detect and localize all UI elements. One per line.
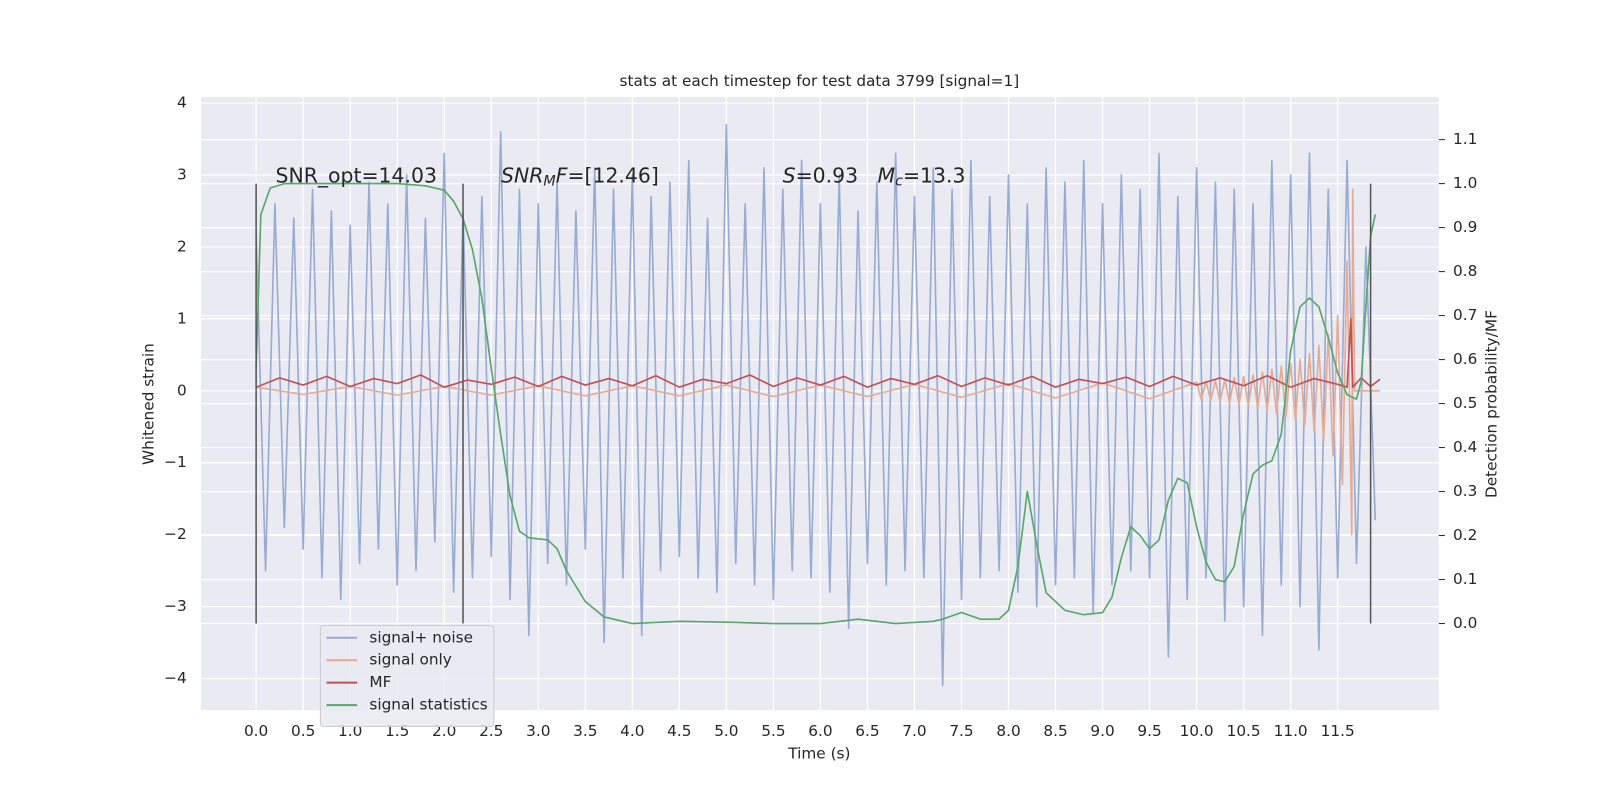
- y-axis-label: Whitened strain: [139, 343, 157, 465]
- x-tick-label: 5.5: [761, 722, 785, 740]
- y-tick-label: −4: [164, 669, 187, 687]
- y2-axis-label: Detection probability/MF: [1482, 310, 1500, 498]
- legend-label: signal statistics: [369, 696, 487, 714]
- annotation-part: SNR: [501, 164, 543, 188]
- y-tick-label: −3: [164, 597, 187, 615]
- legend-label: MF: [369, 673, 391, 691]
- y-tick-label: 3: [177, 165, 187, 183]
- y2-tick-label: 0.0: [1453, 614, 1477, 632]
- annotation-part: F: [556, 164, 568, 188]
- y-tick-label: 1: [177, 309, 187, 327]
- annotation: S=0.93 Mc=13.3: [783, 164, 966, 190]
- y-tick-label: −2: [164, 525, 187, 543]
- y-tick-label: −1: [164, 453, 187, 471]
- marks: [255, 123, 1381, 687]
- series-line: [255, 318, 1381, 389]
- x-tick-label: 5.0: [714, 722, 738, 740]
- x-tick-label: 9.0: [1090, 722, 1114, 740]
- x-tick-label: 0.5: [291, 722, 315, 740]
- y2-tick-label: 0.9: [1453, 218, 1477, 236]
- labels: 0.0 0.5 1.0 1.5 2.0 2.5 3.0 3.5 4.0 4.5 5.0 5.5 6.0 6…: [164, 94, 1477, 741]
- x-axis-label: Time (s): [787, 745, 850, 763]
- x-tick-label: 10.5: [1227, 722, 1261, 740]
- x-tick-label: 10.0: [1180, 722, 1214, 740]
- series-line: [255, 182, 1377, 625]
- series-line: [255, 123, 1377, 687]
- annotation-part: =0.93: [796, 164, 878, 188]
- y2-tick-label: 0.3: [1453, 482, 1477, 500]
- y2-tick-label: 1.0: [1453, 174, 1477, 192]
- x-tick-label: 6.5: [855, 722, 879, 740]
- y2-tick-label: 0.6: [1453, 350, 1477, 368]
- x-tick-label: 3.5: [573, 722, 597, 740]
- annotation-part: M: [878, 164, 896, 188]
- legend-box: [319, 625, 495, 728]
- x-tick-label: 8.5: [1043, 722, 1067, 740]
- series-line: [256, 188, 1381, 536]
- y2-tick-label: 0.1: [1453, 570, 1477, 588]
- y2-tick-label: 0.4: [1453, 438, 1477, 456]
- x-tick-label: 4.5: [667, 722, 691, 740]
- y2-tick-label: 0.5: [1453, 394, 1477, 412]
- annotation-part: SNR_opt=14.03: [276, 164, 437, 189]
- x-tick-label: 9.5: [1137, 722, 1161, 740]
- annotation-part: S: [783, 164, 796, 188]
- y2-tick-label: 0.8: [1453, 262, 1477, 280]
- annotation-part: =[12.46]: [567, 164, 658, 188]
- annotation-part: M: [543, 174, 555, 190]
- x-tick-label: 11.5: [1321, 722, 1355, 740]
- annotation-part: =13.3: [903, 164, 966, 188]
- x-tick-label: 3.0: [526, 722, 550, 740]
- y-tick-label: 2: [177, 237, 187, 255]
- y2-tick-label: 0.2: [1453, 526, 1477, 544]
- x-tick-label: 4.0: [620, 722, 644, 740]
- y-tick-label: 0: [177, 381, 187, 399]
- annotation: SNRMF=[12.46]: [501, 164, 659, 190]
- annotation: SNR_opt=14.03: [276, 164, 437, 189]
- legend-label: signal only: [369, 651, 451, 669]
- x-tick-label: 0.0: [244, 722, 268, 740]
- x-tick-label: 11.0: [1274, 722, 1308, 740]
- legend-label: signal+ noise: [369, 628, 473, 646]
- chart-title: stats at each timestep for test data 379…: [620, 72, 1020, 90]
- annotation-part: c: [895, 174, 903, 190]
- x-tick-label: 7.5: [949, 722, 973, 740]
- y2-tick-label: 0.7: [1453, 306, 1477, 324]
- x-tick-label: 8.0: [996, 722, 1020, 740]
- x-tick-label: 7.0: [902, 722, 926, 740]
- y2-tick-label: 1.1: [1453, 130, 1477, 148]
- x-tick-label: 6.0: [808, 722, 832, 740]
- y-tick-label: 4: [177, 94, 187, 112]
